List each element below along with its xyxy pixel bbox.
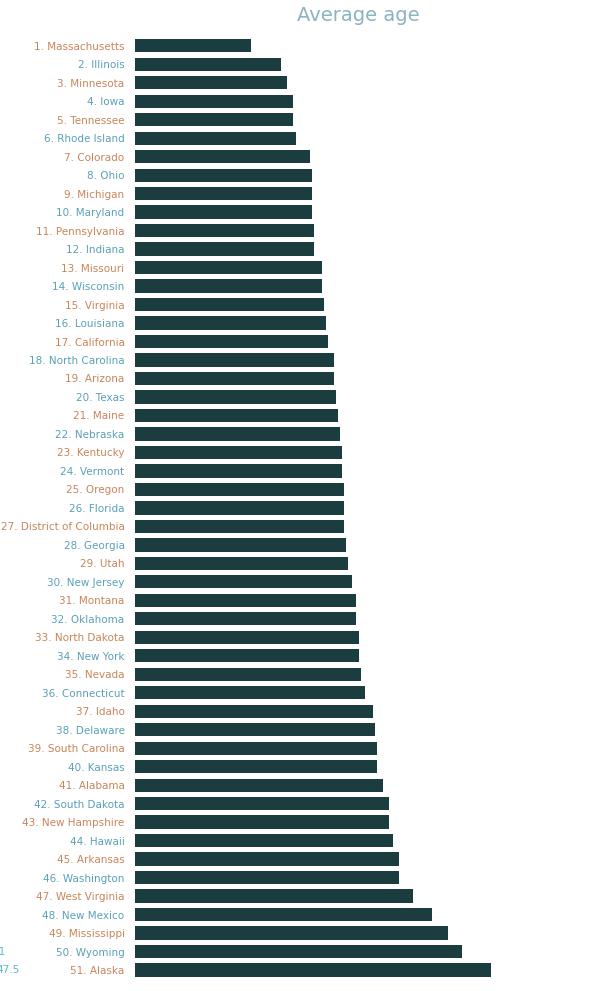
Bar: [0, 630, 359, 644]
Bar: [0, 519, 344, 533]
Bar: [0, 760, 377, 773]
Bar: [0, 150, 310, 164]
Text: 46.1: 46.1: [0, 946, 5, 956]
Bar: [0, 205, 312, 219]
Bar: [0, 852, 399, 866]
Bar: [0, 261, 322, 275]
Bar: [0, 224, 314, 237]
Bar: [0, 705, 373, 717]
Bar: [0, 557, 349, 570]
Bar: [0, 575, 352, 589]
Bar: [0, 113, 293, 127]
Bar: [0, 132, 296, 145]
Bar: [0, 390, 336, 403]
Bar: [0, 594, 356, 606]
Bar: [0, 243, 314, 256]
Bar: [0, 372, 334, 385]
Bar: [0, 871, 399, 884]
Title: Average age: Average age: [297, 6, 420, 25]
Bar: [0, 354, 334, 367]
Bar: [0, 723, 375, 736]
Bar: [0, 686, 365, 700]
Bar: [0, 279, 322, 292]
Bar: [0, 94, 293, 108]
Bar: [0, 927, 448, 939]
Bar: [0, 446, 342, 459]
Bar: [0, 168, 312, 181]
Bar: [0, 649, 359, 662]
Bar: [0, 797, 389, 811]
Bar: [0, 187, 312, 200]
Bar: [0, 483, 344, 496]
Text: 47.5: 47.5: [0, 965, 20, 975]
Bar: [0, 39, 251, 53]
Bar: [0, 427, 340, 441]
Bar: [0, 76, 287, 89]
Bar: [0, 963, 491, 977]
Bar: [0, 612, 356, 625]
Bar: [0, 316, 326, 330]
Bar: [0, 57, 281, 71]
Bar: [0, 816, 389, 828]
Bar: [0, 944, 462, 958]
Bar: [0, 464, 342, 478]
Bar: [0, 779, 383, 792]
Bar: [0, 889, 413, 903]
Bar: [0, 538, 346, 552]
Bar: [0, 908, 431, 922]
Bar: [0, 668, 361, 681]
Bar: [0, 409, 338, 422]
Bar: [0, 501, 344, 514]
Bar: [0, 335, 328, 348]
Bar: [0, 298, 324, 311]
Bar: [0, 834, 393, 847]
Bar: [0, 741, 377, 755]
